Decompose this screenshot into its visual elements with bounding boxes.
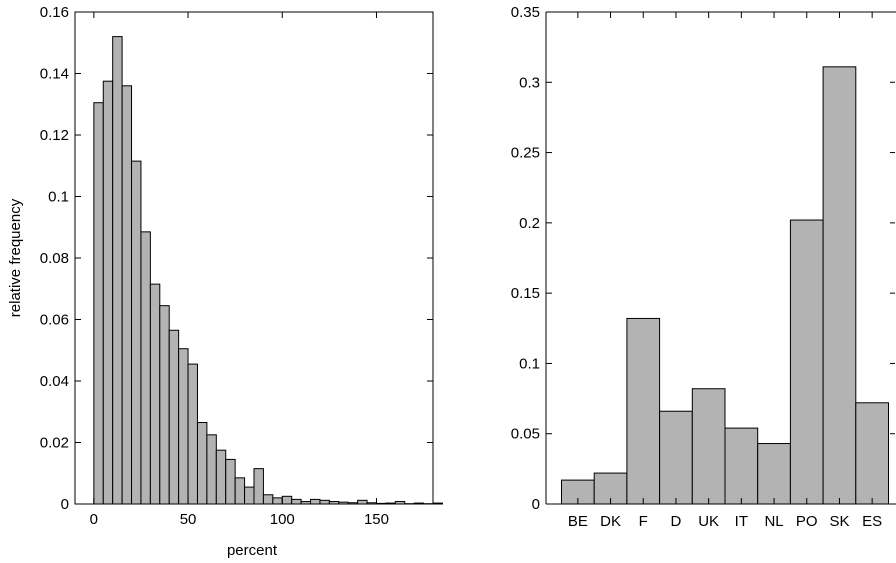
right-y-tick-label: 0.05 [511,426,540,443]
country-tick-label: UK [698,513,719,530]
histogram-bar [168,329,180,505]
country-bar [822,66,857,505]
country-bar [789,219,824,505]
left-x-tick-label: 100 [270,511,295,528]
left-y-tick-label: 0.12 [40,127,69,144]
histogram-bar [432,502,443,505]
histogram-bar [206,434,217,505]
histogram-bar [215,449,227,505]
country-tick-label: BE [568,513,588,530]
right-y-tick-label: 0.1 [519,355,540,372]
country-bar [626,317,661,505]
left-y-axis-label: relative frequency [7,198,24,317]
country-tick-label: IT [735,513,748,530]
left-x-tick-label: 0 [90,511,98,528]
left-y-tick-label: 0.02 [40,435,69,452]
right-y-tick-label: 0.3 [519,74,540,91]
country-tick-label: DK [600,513,621,530]
country-bar-chart: 0 0.05 0.1 0.15 0.2 0.25 0.3 0.35 BE DK F D UK IT NL PO… [511,4,896,530]
histogram-bar [272,497,283,505]
country-bar [659,410,693,505]
left-y-tick-label: 0.1 [48,189,69,206]
country-tick-label: NL [764,513,783,530]
right-y-tick-label: 0 [532,496,540,513]
histogram-bar [121,85,133,505]
left-y-tick-label: 0 [61,496,69,513]
country-tick-label: F [639,513,648,530]
histogram-bar [225,458,236,505]
histogram-bar [196,422,208,505]
country-tick-label: D [671,513,682,530]
histogram-bar [131,160,142,505]
country-tick-label: SK [829,513,849,530]
country-bar [691,388,726,505]
histogram-bar [244,486,255,505]
histogram-bar [178,348,189,505]
right-y-tick-label: 0.35 [511,4,540,21]
right-y-tick-label: 0.15 [511,285,540,302]
left-y-tick-label: 0.06 [40,312,69,329]
histogram-bar [149,283,161,505]
histogram-bar [357,499,368,505]
histogram-bar [102,80,114,505]
histogram-bar [140,231,151,505]
histogram-bar [253,468,264,505]
left-x-tick-label: 150 [364,511,389,528]
country-bar [855,402,889,505]
histogram-bar [234,477,246,505]
histogram-chart: 0 0.02 0.04 0.06 0.08 0.1 0.12 0.14 0.16 0 50 100 15… [7,4,443,559]
country-tick-label: PO [796,513,818,530]
right-y-tick-label: 0.2 [519,215,540,232]
country-tick-label: ES [862,513,882,530]
histogram-bar [112,36,123,505]
histogram-bar [159,305,170,505]
left-y-tick-label: 0.08 [40,250,69,267]
left-x-tick-label: 50 [180,511,197,528]
histogram-bar [281,495,293,505]
histogram-bar [291,498,302,505]
histogram-bar [319,499,330,505]
histogram-bar [187,363,198,505]
left-x-axis-label: percent [227,542,278,559]
histogram-bar [310,498,321,505]
left-y-tick-label: 0.16 [40,4,69,21]
histogram-bar [93,102,104,505]
left-y-tick-label: 0.14 [40,66,69,83]
country-bar [724,427,759,505]
country-bar [757,443,791,505]
left-y-tick-label: 0.04 [40,373,69,390]
right-y-tick-label: 0.25 [511,145,540,162]
histogram-bar [262,494,274,505]
